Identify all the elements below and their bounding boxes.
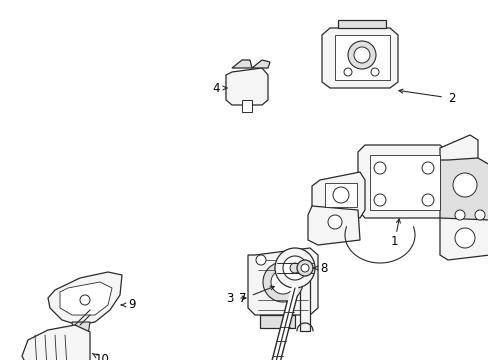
- Circle shape: [332, 187, 348, 203]
- Polygon shape: [439, 135, 477, 165]
- Text: 1: 1: [390, 235, 398, 248]
- Circle shape: [373, 194, 385, 206]
- Text: 2: 2: [447, 92, 455, 105]
- Text: 10: 10: [94, 352, 109, 360]
- Circle shape: [452, 173, 476, 197]
- Polygon shape: [307, 206, 359, 245]
- Circle shape: [301, 264, 308, 272]
- Circle shape: [421, 194, 433, 206]
- Polygon shape: [439, 218, 488, 260]
- Polygon shape: [247, 248, 317, 315]
- Circle shape: [373, 162, 385, 174]
- Text: 7: 7: [239, 292, 246, 305]
- Polygon shape: [48, 272, 122, 325]
- Circle shape: [421, 162, 433, 174]
- Circle shape: [283, 256, 306, 280]
- Circle shape: [274, 248, 314, 288]
- Text: 8: 8: [320, 261, 327, 274]
- Polygon shape: [225, 68, 267, 105]
- Polygon shape: [22, 325, 90, 360]
- Circle shape: [296, 260, 312, 276]
- Text: 3: 3: [226, 292, 233, 305]
- Polygon shape: [357, 145, 447, 218]
- Circle shape: [343, 68, 351, 76]
- FancyBboxPatch shape: [325, 183, 356, 207]
- Polygon shape: [60, 282, 112, 315]
- Circle shape: [370, 68, 378, 76]
- Polygon shape: [251, 60, 269, 68]
- Polygon shape: [321, 28, 397, 88]
- Polygon shape: [231, 60, 251, 68]
- Polygon shape: [260, 315, 294, 328]
- Circle shape: [327, 215, 341, 229]
- Circle shape: [80, 295, 90, 305]
- Circle shape: [454, 228, 474, 248]
- Circle shape: [474, 210, 484, 220]
- FancyBboxPatch shape: [334, 35, 389, 80]
- Text: 9: 9: [128, 298, 136, 311]
- Circle shape: [256, 255, 265, 265]
- Text: 4: 4: [212, 81, 219, 94]
- Circle shape: [353, 47, 369, 63]
- Polygon shape: [72, 322, 90, 335]
- Circle shape: [289, 263, 299, 273]
- Polygon shape: [311, 172, 364, 218]
- Polygon shape: [439, 158, 488, 225]
- Circle shape: [263, 262, 303, 302]
- Polygon shape: [337, 20, 385, 28]
- Polygon shape: [242, 100, 251, 112]
- FancyBboxPatch shape: [369, 155, 439, 210]
- Circle shape: [270, 270, 294, 294]
- Circle shape: [454, 210, 464, 220]
- FancyBboxPatch shape: [299, 276, 309, 331]
- Circle shape: [347, 41, 375, 69]
